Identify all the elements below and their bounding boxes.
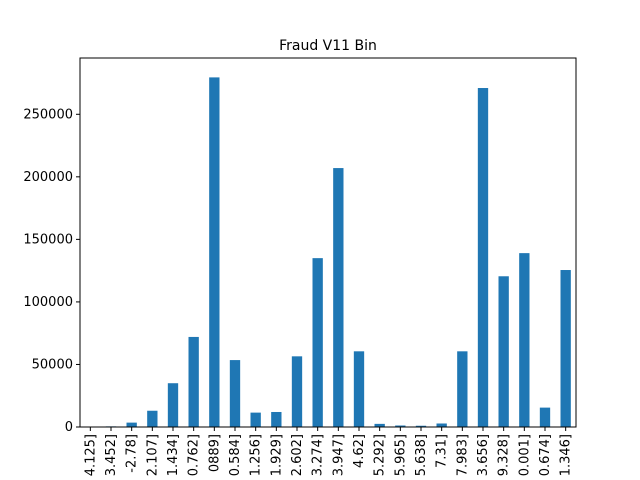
bar [250,412,261,427]
bar [539,407,551,427]
x-tick-label: 2.107] [145,434,160,476]
x-tick-label: 1.929] [269,434,284,476]
x-tick-label: 4.62] [352,434,367,468]
bar [126,422,137,427]
x-tick-label: 9.328] [497,434,512,476]
bars-layer [85,77,571,428]
bar [271,411,282,427]
x-tick-label: 5.638] [414,434,429,476]
x-tick-label: 0.762] [187,434,202,476]
y-tick-label: 100000 [23,295,73,310]
x-tick-label: 0.001] [517,434,532,476]
bar [519,253,530,427]
bar [395,425,406,427]
bar [415,425,427,427]
y-tick-label: 200000 [23,170,73,185]
x-tick-label: 0.674] [538,434,553,476]
y-tick-label: 150000 [23,232,73,247]
x-tick-label: 3.656] [476,434,491,476]
bar [167,383,179,427]
bar [436,423,447,427]
y-tick-label: 250000 [23,107,73,122]
chart-title: Fraud V11 Bin [279,38,377,54]
x-tick-label: 1.256] [249,434,264,476]
y-tick-label: 50000 [32,357,73,372]
bar [498,276,509,427]
x-tick-label: 2.602] [290,434,305,476]
x-tick-label: 0.584] [228,434,243,476]
x-tick-label: 1.434] [166,434,181,476]
x-tick-label: 7.983] [455,434,470,476]
bar [147,410,158,427]
bar [188,336,199,427]
x-tick-label: 5.292] [373,434,388,476]
bar [477,88,489,428]
y-tick-label: 0 [65,420,73,435]
bar [374,423,385,427]
x-tick-label: 3.947] [331,434,346,476]
y-axis: 0 50000 100000 150000 200000 250000 [23,107,80,435]
x-tick-label: 5.965] [393,434,408,476]
x-tick-label: 1.346] [559,434,574,476]
x-tick-label: -2.78] [125,434,140,473]
x-axis: 4.125] 3.452] -2.78] 2.107] 1.434] 0.762] 0889… [83,427,574,476]
x-tick-label: 4.125] [83,434,98,476]
bar [291,356,303,427]
bar [560,270,571,427]
bar [353,351,365,427]
bar [229,360,241,427]
x-tick-label: 3.452] [104,434,119,476]
bar [312,258,323,427]
x-tick-label: 3.274] [311,434,326,476]
x-tick-label: 0889] [207,434,222,472]
bar [457,351,468,427]
plot-frame [79,57,577,428]
bar [209,77,220,427]
bar [333,168,344,427]
x-tick-label: 7.31] [435,434,450,468]
